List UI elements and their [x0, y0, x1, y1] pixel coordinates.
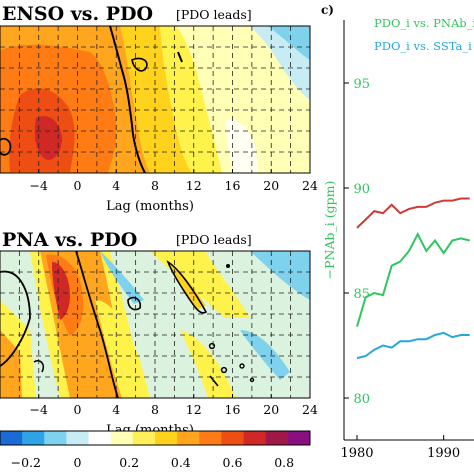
colorbar-cell: [177, 431, 200, 445]
x-tick-label: 12: [186, 402, 202, 417]
y-tick-label: 80: [353, 392, 370, 407]
x-tick-label: 20: [263, 178, 279, 193]
series-line-0: [356, 197, 470, 229]
x-tick-label: 16: [225, 402, 241, 417]
heatmap-bottom: PNA vs. PDO [PDO leads] −4 0 4 8 12 16 20 24 La…: [0, 229, 318, 438]
colorbar-tick-label: 0.8: [274, 455, 294, 470]
colorbar-cell: [287, 431, 311, 445]
x-tick-label: −4: [30, 402, 48, 417]
x-tick-label: 0: [74, 178, 82, 193]
heatmap-top: ENSO vs. PDO [PDO leads] −4 0 4 8 12 16 20 24 L…: [0, 3, 318, 214]
panel-top-title: ENSO vs. PDO: [2, 3, 153, 25]
y-tick-label: 95: [353, 77, 370, 92]
x-tick-label: 12: [186, 178, 202, 193]
panel-top-xlabel: Lag (months): [106, 199, 194, 214]
colorbar-cell: [265, 431, 289, 445]
x-tick-label: 0: [74, 402, 82, 417]
colorbar-cell: [110, 431, 134, 445]
x-tick-label: 24: [302, 402, 318, 417]
legend-item-pnab: PDO_i vs. PNAb_i: [374, 16, 474, 30]
x-tick-label: 16: [225, 178, 241, 193]
line-chart-c: c) 80 85 90 95 1980 1990 −PNAb_i (gpm) PDO_i…: [321, 3, 474, 461]
series-line-1: [356, 232, 470, 327]
colorbar: −0.2 0 0.2 0.4 0.6 0.8: [0, 430, 311, 470]
panel-c-letter: c): [321, 3, 334, 17]
colorbar-cell: [44, 431, 67, 445]
x-tick-label: −4: [30, 178, 48, 193]
colorbar-cell: [199, 431, 222, 445]
panel-top-note: [PDO leads]: [176, 7, 252, 22]
y-tick-label: 90: [353, 182, 370, 197]
colorbar-tick-label: 0.4: [171, 455, 191, 470]
x-tick-label: 8: [151, 178, 159, 193]
colorbar-cell: [88, 431, 112, 445]
x-tick-label: 24: [302, 178, 318, 193]
colorbar-cell: [155, 431, 178, 445]
x-tick-label: 8: [151, 402, 159, 417]
colorbar-tick-label: 0.6: [223, 455, 243, 470]
x-tick-label: 1980: [340, 446, 373, 461]
panel-bottom-title: PNA vs. PDO: [2, 229, 137, 251]
x-tick-label: 4: [112, 178, 120, 193]
colorbar-cell: [0, 431, 23, 445]
x-tick-label: 4: [112, 402, 120, 417]
colorbar-cell: [221, 431, 245, 445]
panel-c-ylabel: −PNAb_i (gpm): [322, 181, 337, 280]
series-line-2: [356, 331, 470, 360]
colorbar-cell: [243, 431, 267, 445]
colorbar-cell: [132, 431, 156, 445]
x-tick-label: 20: [263, 402, 279, 417]
panel-bottom-note: [PDO leads]: [176, 232, 252, 247]
colorbar-tick-label: 0.2: [119, 455, 139, 470]
colorbar-cell: [66, 431, 90, 445]
colorbar-tick-label: −0.2: [11, 455, 41, 470]
colorbar-cell: [22, 431, 45, 445]
colorbar-tick-label: 0: [74, 455, 82, 470]
x-tick-label: 1990: [427, 446, 460, 461]
y-tick-label: 85: [353, 287, 370, 302]
legend-item-ssta: PDO_i vs. SSTa_i (PN: [374, 39, 474, 53]
